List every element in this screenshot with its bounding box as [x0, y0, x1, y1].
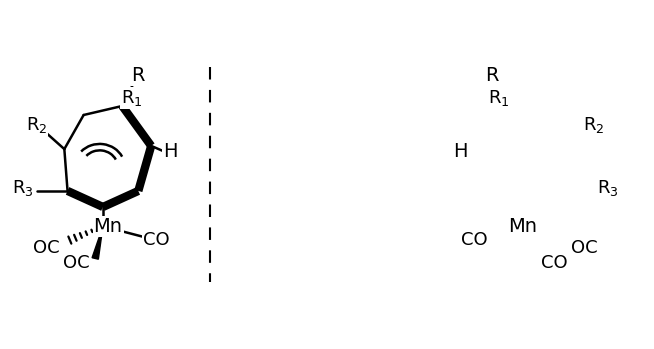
Text: R$_2$: R$_2$	[26, 115, 47, 135]
Polygon shape	[528, 226, 538, 259]
Text: R$_3$: R$_3$	[12, 178, 33, 198]
Text: OC: OC	[33, 238, 60, 257]
Text: R: R	[485, 66, 499, 84]
Text: H: H	[164, 141, 178, 161]
Text: Mn: Mn	[508, 217, 537, 236]
Text: R$_1$: R$_1$	[121, 88, 143, 107]
Text: OC: OC	[63, 254, 89, 272]
Text: CO: CO	[542, 254, 568, 272]
Polygon shape	[92, 226, 103, 259]
Text: Mn: Mn	[94, 217, 122, 236]
Text: R$_3$: R$_3$	[597, 178, 619, 198]
Text: CO: CO	[461, 231, 487, 249]
Text: OC: OC	[571, 238, 598, 257]
Text: R: R	[131, 66, 145, 84]
Text: R$_2$: R$_2$	[583, 115, 604, 135]
Text: H: H	[453, 141, 467, 161]
Text: R$_1$: R$_1$	[488, 88, 509, 107]
Text: CO: CO	[143, 231, 169, 249]
